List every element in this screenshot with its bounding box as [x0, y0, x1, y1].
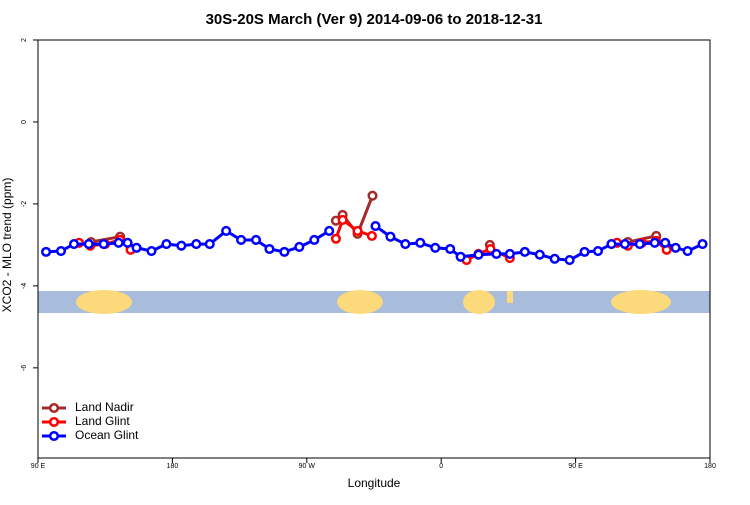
point: [519, 246, 530, 257]
point: [606, 239, 617, 250]
land-shape: [76, 290, 132, 314]
point: [337, 214, 348, 225]
land-shape: [463, 290, 495, 314]
point: [415, 237, 426, 248]
point: [221, 225, 232, 237]
legend-label: Land Glint: [75, 414, 130, 428]
point: [367, 190, 378, 201]
x-tick-label: 180: [167, 463, 179, 470]
point: [236, 234, 247, 246]
point: [549, 253, 560, 264]
point: [191, 239, 202, 250]
legend-label: Land Nadir: [75, 400, 134, 414]
point: [330, 233, 341, 244]
point: [445, 243, 456, 255]
legend-swatch-marker: [48, 430, 60, 442]
point: [697, 239, 708, 250]
point: [161, 239, 172, 250]
land-shape: [337, 290, 383, 314]
point: [534, 249, 545, 260]
point: [113, 237, 124, 248]
legend-swatch-marker: [48, 416, 60, 428]
point: [83, 239, 94, 250]
point: [294, 241, 305, 253]
point: [146, 245, 157, 257]
point: [131, 242, 142, 253]
point: [41, 246, 52, 257]
point: [504, 248, 515, 259]
legend-swatch-marker: [48, 402, 60, 414]
plot-frame: [37, 39, 711, 459]
point: [564, 255, 575, 266]
x-tick-label: 0: [439, 463, 443, 470]
point: [491, 248, 502, 259]
point: [279, 246, 290, 257]
point: [68, 239, 80, 250]
x-axis-label: Longitude: [348, 476, 401, 490]
x-tick-label: 90 E: [31, 463, 46, 470]
map-band: [38, 290, 710, 314]
point: [366, 230, 377, 241]
x-tick-label: 180: [704, 463, 716, 470]
land-shape: [611, 290, 671, 314]
point: [264, 243, 275, 255]
point: [455, 251, 466, 262]
chart-title: 30S-20S March (Ver 9) 2014-09-06 to 2018…: [206, 11, 543, 28]
point: [352, 225, 363, 237]
point: [592, 245, 604, 257]
point: [176, 240, 187, 251]
y-tick-label: 2: [21, 38, 28, 42]
y-tick-label: -6: [21, 365, 28, 371]
y-tick-label: 0: [21, 120, 28, 124]
point: [385, 231, 396, 242]
point: [98, 239, 109, 250]
series-line: [45, 224, 704, 262]
point: [473, 249, 484, 260]
point: [634, 239, 645, 250]
point: [122, 237, 133, 248]
point: [324, 225, 335, 237]
x-tick-label: 90 E: [568, 463, 583, 470]
legend-label: Ocean Glint: [75, 428, 139, 442]
point: [204, 239, 215, 250]
point: [309, 234, 320, 246]
point: [619, 239, 630, 250]
point: [430, 242, 441, 253]
point: [55, 245, 67, 257]
y-axis-label: XCO2 - MLO trend (ppm): [0, 178, 14, 313]
y-tick-label: -4: [21, 283, 28, 289]
point: [649, 237, 660, 248]
point: [670, 242, 681, 253]
land-shape: [507, 291, 513, 303]
point: [660, 237, 671, 248]
point: [370, 221, 381, 232]
point: [579, 246, 590, 257]
point: [250, 234, 262, 246]
point: [682, 245, 693, 257]
point: [400, 239, 411, 250]
y-tick-label: -2: [21, 201, 28, 207]
x-tick-label: 90 W: [299, 463, 316, 470]
